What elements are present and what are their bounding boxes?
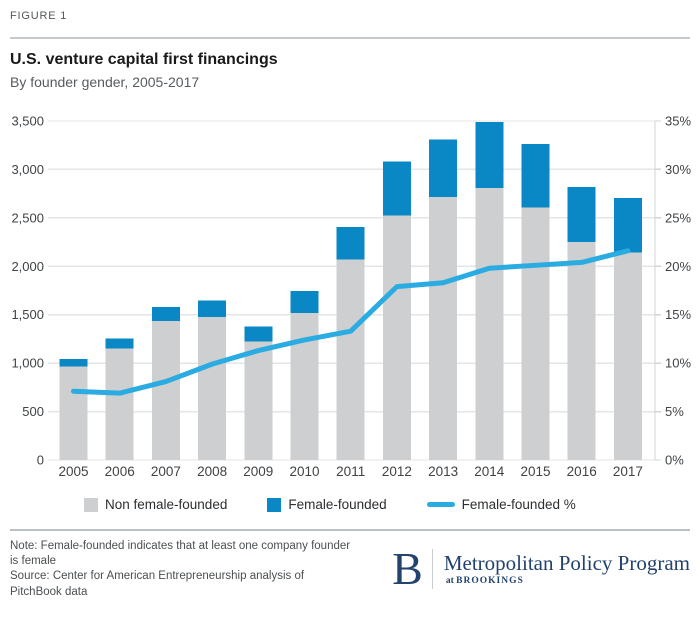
brookings-logo: B Metropolitan Policy Program at BROOKIN… (392, 543, 690, 594)
bar-female-founded (105, 338, 134, 349)
brookings-b-logo-icon: B (392, 543, 423, 594)
header-divider (10, 37, 690, 39)
left-axis-tick-label: 2,500 (11, 210, 44, 225)
legend-square-swatch-icon (267, 497, 282, 512)
legend-square-swatch-icon (84, 497, 98, 512)
bar-female-founded (382, 161, 411, 216)
x-axis-year-label: 2012 (382, 464, 412, 479)
right-axis-tick-label: 25% (665, 210, 691, 225)
x-axis-year-label: 2015 (520, 464, 550, 479)
bar-non-female-founded (290, 312, 319, 460)
legend-item: Female-founded % (426, 497, 576, 512)
left-axis-tick-label: 0 (37, 453, 44, 468)
right-axis-tick-label: 20% (665, 259, 691, 274)
female-founded-pct-line (71, 248, 631, 396)
legend-item: Non female-founded (84, 497, 227, 512)
logo-text: Metropolitan Policy Program at BROOKINGS (443, 551, 690, 587)
x-axis-year-label: 2013 (428, 464, 458, 479)
bar-non-female-founded (151, 321, 180, 460)
chart-legend: Non female-founded Female-founded Female-f… (0, 497, 700, 512)
bar-non-female-founded (613, 252, 642, 460)
left-axis-tick-label: 3,500 (11, 114, 44, 129)
right-axis-tick-label: 15% (665, 307, 691, 322)
bar-non-female-founded (105, 348, 134, 460)
bar-female-founded (151, 306, 180, 322)
legend-label: Female-founded % (461, 497, 576, 512)
legend-item: Female-founded (267, 497, 387, 512)
bar-female-founded (567, 186, 596, 243)
left-axis-tick-label: 2,000 (11, 259, 44, 274)
right-axis-tick-label: 30% (665, 162, 691, 177)
left-axis-tick-label: 3,000 (11, 162, 44, 177)
bar-non-female-founded (567, 242, 596, 460)
x-axis-year-label: 2016 (567, 464, 597, 479)
bar-female-founded (521, 144, 550, 208)
bar-non-female-founded (429, 197, 458, 460)
bar-non-female-founded (59, 366, 88, 460)
logo-tagline: at BROOKINGS (445, 576, 524, 586)
right-axis-tick-label: 35% (665, 114, 691, 129)
source-text: Source: Center for American Entrepreneur… (10, 570, 305, 598)
note-text: Note: Female-founded indicates that at l… (10, 540, 351, 568)
bar-female-founded (244, 326, 273, 342)
left-axis-tick-label: 1,500 (11, 307, 44, 322)
legend-line-swatch-icon (426, 502, 455, 507)
chart-subtitle: By founder gender, 2005-2017 (10, 74, 200, 90)
footer: Note: Female-founded indicates that at l… (0, 539, 700, 600)
right-axis-tick-label: 5% (665, 404, 684, 419)
legend-label: Female-founded (288, 497, 387, 512)
left-axis-tick-label: 1,000 (11, 356, 44, 371)
figure-label: FIGURE 1 (10, 10, 68, 22)
logo-program-name: Metropolitan Policy Program (443, 551, 690, 575)
x-axis-year-label: 2006 (105, 464, 135, 479)
footer-divider (10, 529, 690, 531)
bar-female-founded (198, 300, 227, 318)
chart-title: U.S. venture capital first financings (10, 51, 278, 68)
bar-non-female-founded (244, 341, 273, 460)
bar-female-founded (336, 227, 365, 260)
right-axis-tick-label: 0% (665, 453, 684, 468)
legend-label: Non female-founded (105, 497, 228, 512)
x-axis-year-label: 2017 (613, 464, 643, 479)
footer-notes: Note: Female-founded indicates that at l… (10, 539, 355, 600)
x-axis-year-label: 2009 (243, 464, 273, 479)
logo-divider (431, 549, 433, 589)
bar-female-founded (429, 139, 458, 198)
bar-non-female-founded (475, 187, 504, 460)
bar-female-founded (613, 198, 642, 253)
bar-female-founded (290, 290, 319, 313)
bar-non-female-founded (336, 259, 365, 460)
x-axis-year-label: 2007 (151, 464, 181, 479)
bar-non-female-founded (382, 215, 411, 460)
x-axis-year-label: 2014 (474, 464, 505, 479)
bar-non-female-founded (198, 317, 227, 460)
stacked-bar-line-chart: 0 500 1,000 1,500 2,000 2,500 3,000 3,500 2005 20… (11, 114, 691, 480)
bar-female-founded (475, 121, 504, 188)
left-axis-tick-label: 500 (22, 404, 44, 419)
bar-female-founded (59, 358, 88, 367)
x-axis-year-label: 2008 (197, 464, 227, 479)
bar-non-female-founded (521, 207, 550, 460)
right-axis-tick-label: 10% (665, 356, 691, 371)
x-axis-year-label: 2005 (58, 464, 88, 479)
x-axis-year-label: 2011 (336, 464, 365, 479)
x-axis-year-label: 2010 (289, 464, 319, 479)
